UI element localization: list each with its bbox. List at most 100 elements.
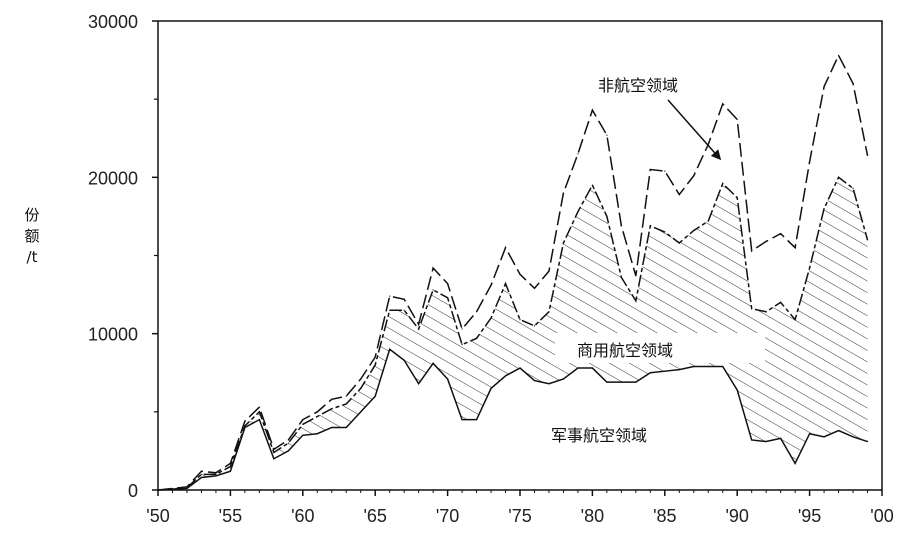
data-point-commercial bbox=[765, 311, 767, 313]
data-point-commercial bbox=[244, 425, 246, 427]
x-tick-label: '70 bbox=[436, 506, 459, 526]
data-point-commercial bbox=[533, 325, 536, 327]
data-point-non-aviation bbox=[418, 323, 420, 325]
data-point-commercial bbox=[606, 215, 608, 218]
data-point-commercial bbox=[200, 473, 203, 475]
x-tick-label: '95 bbox=[798, 506, 821, 526]
data-point-military bbox=[360, 411, 362, 413]
data-point-military bbox=[200, 476, 203, 479]
data-point-military bbox=[809, 433, 811, 435]
data-point-military bbox=[678, 369, 680, 371]
data-point-non-aviation bbox=[374, 356, 376, 358]
data-point-commercial bbox=[475, 337, 478, 339]
data-point-commercial bbox=[418, 328, 420, 330]
data-point-non-aviation bbox=[606, 134, 608, 136]
data-point-non-aviation bbox=[200, 470, 203, 472]
data-point-commercial bbox=[403, 309, 405, 311]
data-point-commercial bbox=[780, 301, 782, 303]
data-point-military bbox=[852, 436, 854, 438]
data-point-military bbox=[418, 383, 420, 385]
data-point-non-aviation bbox=[287, 439, 289, 441]
data-point-military bbox=[519, 367, 521, 369]
data-point-non-aviation bbox=[302, 419, 304, 421]
data-point-commercial bbox=[447, 297, 449, 299]
y-tick-label: 0 bbox=[128, 481, 138, 501]
data-point-military bbox=[258, 419, 260, 421]
data-point-non-aviation bbox=[316, 411, 318, 413]
annotation-military: 军事航空领域 bbox=[551, 426, 647, 445]
x-tick-label: '50 bbox=[146, 506, 169, 526]
data-point-non-aviation bbox=[186, 486, 188, 488]
data-point-commercial bbox=[562, 242, 565, 244]
x-tick-label: '60 bbox=[291, 506, 314, 526]
data-point-military bbox=[577, 367, 579, 369]
data-point-non-aviation bbox=[765, 240, 767, 243]
data-point-non-aviation bbox=[852, 82, 854, 85]
data-point-non-aviation bbox=[794, 247, 796, 249]
y-tick-label: 20000 bbox=[88, 168, 138, 188]
data-point-military bbox=[316, 433, 318, 435]
data-point-military bbox=[751, 439, 753, 441]
data-point-commercial bbox=[504, 283, 507, 285]
data-point-military bbox=[490, 387, 492, 389]
data-point-commercial bbox=[649, 225, 651, 227]
data-point-military bbox=[635, 381, 637, 383]
data-point-military bbox=[403, 359, 405, 361]
data-point-military bbox=[606, 381, 608, 383]
x-tick-label: '85 bbox=[653, 506, 676, 526]
hatched-area-layer bbox=[158, 177, 868, 491]
data-point-military bbox=[591, 367, 594, 369]
data-point-military bbox=[331, 426, 333, 429]
y-axis-label-3: /t bbox=[27, 248, 38, 266]
data-point-military bbox=[504, 375, 507, 377]
x-tick-label: '65 bbox=[363, 506, 386, 526]
data-point-military bbox=[533, 379, 536, 382]
data-point-military bbox=[475, 419, 478, 421]
data-point-non-aviation bbox=[519, 273, 521, 275]
data-point-military bbox=[389, 348, 391, 350]
data-point-commercial bbox=[794, 318, 796, 321]
data-point-commercial bbox=[852, 187, 854, 189]
y-axis-label-2: 额 bbox=[24, 227, 39, 245]
data-point-commercial bbox=[345, 403, 347, 405]
x-tick-label: '80 bbox=[581, 506, 604, 526]
data-point-military bbox=[273, 458, 275, 460]
data-point-non-aviation bbox=[837, 54, 840, 56]
hatched-area-commercial bbox=[158, 177, 868, 491]
data-point-commercial bbox=[374, 364, 376, 366]
data-point-military bbox=[215, 475, 217, 477]
annotation-arrow bbox=[667, 99, 722, 161]
annotation-commercial: 商用航空领域 bbox=[577, 341, 673, 360]
data-point-military bbox=[794, 462, 796, 465]
data-point-military bbox=[736, 389, 738, 391]
data-point-commercial bbox=[736, 197, 738, 199]
data-point-commercial bbox=[809, 267, 811, 269]
data-point-commercial bbox=[707, 220, 709, 222]
x-tick-label: '75 bbox=[508, 506, 531, 526]
data-point-military bbox=[287, 450, 289, 452]
data-point-non-aviation bbox=[258, 406, 260, 408]
data-point-military bbox=[837, 429, 840, 432]
data-point-non-aviation bbox=[620, 225, 622, 227]
data-point-non-aviation bbox=[461, 328, 463, 330]
data-point-military bbox=[707, 365, 709, 368]
data-point-military bbox=[229, 470, 231, 472]
data-point-commercial bbox=[360, 387, 362, 389]
data-point-non-aviation bbox=[171, 487, 174, 490]
data-point-commercial bbox=[823, 208, 825, 210]
data-point-commercial bbox=[548, 311, 550, 313]
data-point-commercial bbox=[273, 451, 275, 454]
data-point-commercial bbox=[577, 211, 579, 213]
series-line-commercial bbox=[157, 176, 869, 491]
data-point-non-aviation bbox=[273, 448, 275, 450]
x-axis: '50 '55 '60 '65 '70 '75 '80 '85 '90 '95 '00 bbox=[146, 490, 894, 526]
data-point-non-aviation bbox=[693, 175, 695, 177]
data-point-non-aviation bbox=[591, 109, 594, 111]
data-point-military bbox=[345, 426, 347, 429]
data-point-military bbox=[374, 395, 376, 397]
data-point-military bbox=[780, 437, 782, 440]
series-lines-layer bbox=[157, 53, 869, 491]
data-point-commercial bbox=[866, 239, 869, 241]
data-point-military bbox=[620, 381, 622, 383]
data-point-commercial bbox=[519, 318, 521, 321]
